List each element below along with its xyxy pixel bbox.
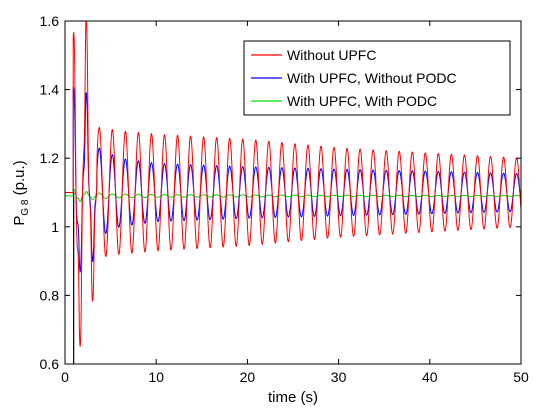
y-axis-label-subscript: G 8 xyxy=(20,199,31,216)
legend-box xyxy=(243,40,511,116)
y-axis-label-unit: (p.u.) xyxy=(11,160,28,199)
y-tick-label: 0.6 xyxy=(40,356,60,372)
series-layer xyxy=(65,20,522,364)
x-tick-label: 0 xyxy=(61,369,69,385)
x-tick-label: 50 xyxy=(513,369,529,385)
series-line-without-upfc xyxy=(65,20,522,347)
y-tick-label: 1 xyxy=(51,219,59,235)
legend: Without UPFC With UPFC, Without PODC Wit… xyxy=(243,40,511,116)
y-tick-label: 0.8 xyxy=(40,287,60,303)
y-tick-label: 1.6 xyxy=(40,13,60,29)
x-axis-label: time (s) xyxy=(268,389,318,406)
y-axis-label: PG 8 (p.u.) xyxy=(11,160,31,225)
y-axis-label-base: P xyxy=(11,216,28,226)
legend-label-upfc-with-podc: With UPFC, With PODC xyxy=(287,93,437,109)
y-tick-label: 1.2 xyxy=(40,150,60,166)
x-tick-label: 40 xyxy=(422,369,438,385)
legend-label-without-upfc: Without UPFC xyxy=(287,47,376,63)
ticks-layer: 0 10 20 30 40 50 0.6 0.8 1 1.2 1.4 1.6 xyxy=(40,13,529,385)
y-tick-label: 1.4 xyxy=(40,82,60,98)
x-tick-label: 30 xyxy=(331,369,347,385)
x-tick-label: 20 xyxy=(240,369,256,385)
legend-label-upfc-without-podc: With UPFC, Without PODC xyxy=(287,70,457,86)
x-tick-label: 10 xyxy=(148,369,164,385)
plot-frame xyxy=(64,20,522,365)
